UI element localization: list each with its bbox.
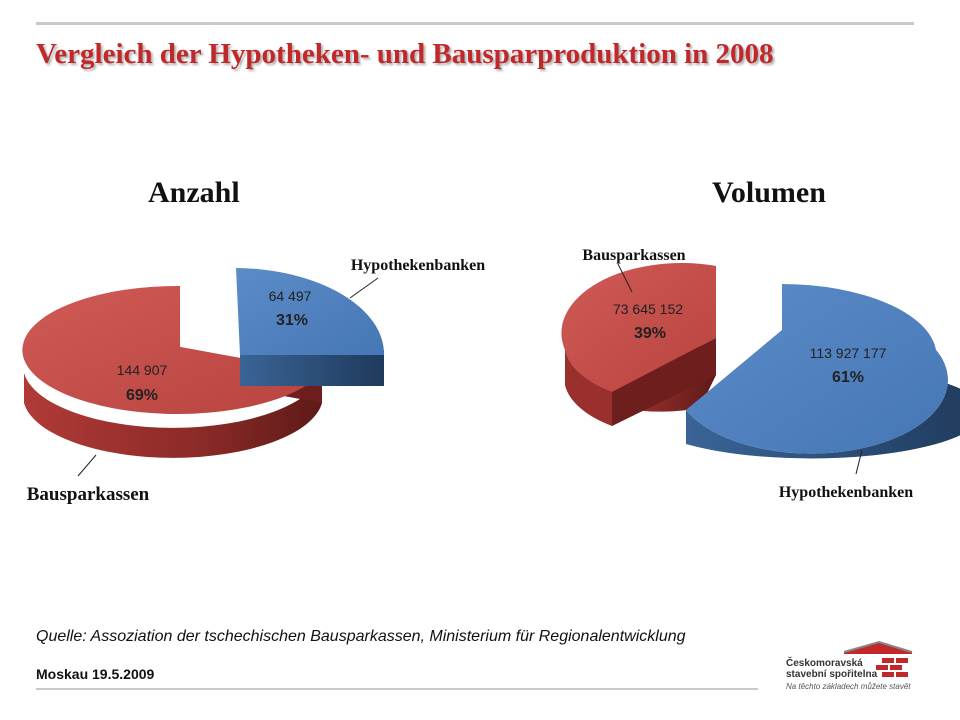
company-logo: Českomoravská stavební spořitelna Na těc…: [784, 640, 914, 696]
footer-date: Moskau 19.5.2009: [36, 666, 155, 682]
leader-line: [617, 263, 633, 293]
logo-tagline: Na těchto základech můžete stavět: [786, 682, 911, 691]
pie-slice-anzahl-hypothekenbanken: [236, 268, 385, 386]
bottom-divider: [36, 688, 758, 690]
slice-label-hypothekenbanken: Hypothekenbanken: [351, 257, 485, 274]
data-label-value: 113 927 177: [810, 345, 887, 361]
data-label-percent: 61%: [832, 369, 864, 386]
pie-slice-volumen-bausparkassen: [561, 263, 716, 426]
slice-label-bausparkassen: Bausparkassen: [27, 484, 150, 505]
data-label-value: 64 497: [269, 288, 312, 304]
leader-line: [77, 454, 97, 477]
leader-line: [349, 277, 379, 299]
chart-title-volumen: Volumen: [712, 176, 826, 209]
data-label-percent: 39%: [634, 325, 666, 342]
leader-line: [855, 449, 863, 475]
data-label-percent: 31%: [276, 312, 308, 329]
top-divider: [36, 22, 914, 25]
pie-anzahl: 64 497 31% 144 907 69% Hypothekenbanken …: [22, 257, 485, 505]
data-label-value: 73 645 152: [613, 301, 683, 317]
page-title: Vergleich der Hypotheken- und Bausparpro…: [36, 38, 774, 70]
chart-title-anzahl: Anzahl: [148, 176, 240, 209]
data-label-percent: 69%: [126, 387, 158, 404]
logo-line-2: stavební spořitelna: [786, 669, 878, 680]
logo-line-1: Českomoravská: [786, 658, 863, 669]
data-label-value: 144 907: [117, 362, 168, 378]
logo-roof-icon: [843, 640, 913, 677]
slice-label-hypothekenbanken: Hypothekenbanken: [779, 484, 913, 501]
pie-volumen: 73 645 152 39% 113 927 177 61% Bausparka…: [561, 247, 960, 501]
source-note: Quelle: Assoziation der tschechischen Ba…: [36, 628, 686, 645]
slice-label-bausparkassen: Bausparkassen: [582, 247, 685, 264]
pie-slice-volumen-hypothekenbanken: [686, 284, 960, 459]
